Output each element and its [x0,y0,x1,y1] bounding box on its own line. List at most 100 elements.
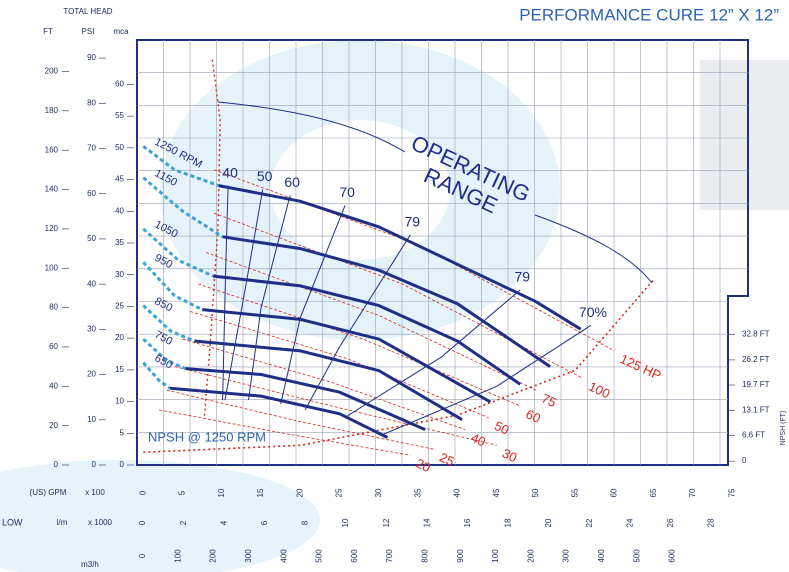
y-tick-label: 10 [87,415,96,424]
plot-frame [136,39,749,466]
y-axis-title: TOTAL HEAD [63,7,112,16]
head-curve [169,386,389,439]
x-tick-label: 30 [374,488,383,497]
y-tick-label: 200 [45,67,59,76]
efficiency-label: 40 [222,164,238,180]
x-tick-label: 70 [688,488,697,497]
x-tick-label: 26 [666,518,675,527]
y-tick-label: 180 [45,106,59,115]
x-tick-label: 700 [385,549,394,563]
efficiency-label: 70% [579,304,607,320]
x-tick-label: 400 [279,549,288,563]
head-curve [185,367,426,431]
x-axis-unit: x 100 [85,488,105,497]
x-tick-label: 28 [707,518,716,527]
x-tick-label: 50 [531,488,540,497]
y-tick-label: 55 [115,111,124,120]
x-tick-label: 10 [341,518,350,527]
npsh-tick-label: 32.8 FT [742,330,770,339]
x-tick-label: 600 [350,549,359,563]
y-tick-label: 30 [87,324,96,333]
x-tick-label: 2 [179,520,188,525]
x-tick-label: 40 [453,488,462,497]
background-art [0,40,789,572]
x-tick-label: 25 [335,488,344,497]
x-tick-label: 100 [491,549,500,563]
x-tick-label: 0 [138,490,147,495]
x-tick-label: 4 [219,520,228,525]
y-tick-label: 40 [87,279,96,288]
unstable-curve [142,176,224,239]
y-tick-label: 20 [49,421,58,430]
x-tick-label: 0 [138,553,147,558]
x-tick-label: 200 [209,549,218,563]
x-tick-label: 0 [138,520,147,525]
efficiency-label: 79 [405,213,421,229]
x-tick-label: 500 [315,549,324,563]
power-label: 40 [469,430,488,450]
npsh-label: NPSH @ 1250 RPM [148,429,266,444]
power-line [198,283,521,407]
x-axis-label: m3/h [81,560,99,569]
x-tick-label: 20 [295,488,304,497]
side-label: LOW [2,517,23,527]
y-tick-label: 20 [115,333,124,342]
unstable-curve [142,261,203,311]
unstable-curve [142,361,171,390]
x-tick-label: 6 [260,520,269,525]
x-tick-label: 14 [422,518,431,527]
y-tick-label: 50 [115,143,124,152]
x-tick-label: 20 [544,518,553,527]
y-tick-label: 0 [92,460,97,469]
unstable-curve [142,227,214,278]
efficiency-label: 79 [514,269,530,285]
unstable-curve [142,145,220,188]
head-curve [202,308,492,404]
efficiency-curve [224,189,264,401]
power-line [158,409,411,456]
x-axis-label: l/m [57,518,68,527]
y-tick-label: 15 [115,365,124,374]
power-line [182,338,466,430]
rpm-label: 850 [153,295,175,314]
x-axis-label: (US) GPM [30,488,67,497]
y-tick-label: 160 [45,145,59,154]
power-label: 20 [414,455,433,475]
npsh-tick-label: 13.1 FT [742,406,770,415]
y-tick-label: 10 [115,397,124,406]
power-label: 75 [539,390,558,410]
x-tick-label: 5 [178,490,187,495]
x-tick-label: 400 [597,549,606,563]
efficiency-curve [347,289,521,417]
y-tick-label: 0 [54,460,59,469]
x-tick-label: 100 [173,549,182,563]
power-line [205,252,537,391]
power-label: 25 [437,449,456,469]
x-tick-label: 300 [244,549,253,563]
x-tick-label: 24 [625,518,634,527]
power-line [190,311,489,419]
power-line [174,366,497,446]
efficiency-curve [248,195,291,401]
y-tick-label: 5 [120,428,125,437]
y-tick-label: 50 [87,234,96,243]
npsh-tick-label: 0 [742,456,747,465]
x-tick-label: 18 [504,518,513,527]
x-tick-label: 800 [420,549,429,563]
y-tick-label: 30 [115,270,124,279]
y-tick-label: 90 [87,53,96,62]
x-tick-label: 45 [492,488,501,497]
power-label: 30 [500,446,519,466]
x-tick-label: 300 [562,549,571,563]
x-tick-label: 22 [585,518,594,527]
efficiency-curve [380,324,592,436]
y-tick-label: 25 [115,302,124,311]
x-tick-label: 16 [463,518,472,527]
head-curve [213,274,522,386]
efficiency-curve [222,185,229,401]
x-tick-label: 12 [382,518,391,527]
x-tick-label: 8 [301,520,310,525]
head-curve [218,184,582,331]
